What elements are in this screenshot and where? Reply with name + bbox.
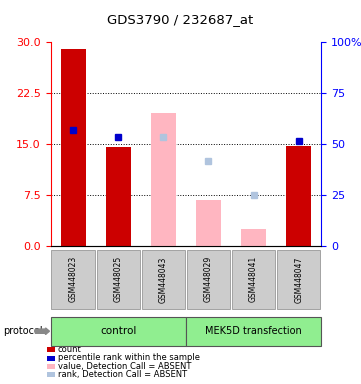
Text: GSM448029: GSM448029 [204,256,213,303]
Bar [286,146,311,246]
Text: percentile rank within the sample: percentile rank within the sample [58,353,200,362]
Text: GSM448047: GSM448047 [294,256,303,303]
Text: value, Detection Call = ABSENT: value, Detection Call = ABSENT [58,362,191,371]
Text: control: control [100,326,136,336]
Text: GSM448043: GSM448043 [159,256,168,303]
Text: protocol: protocol [4,326,43,336]
Bar [61,49,86,246]
Text: rank, Detection Call = ABSENT: rank, Detection Call = ABSENT [58,370,187,379]
Text: count: count [58,345,82,354]
Text: GDS3790 / 232687_at: GDS3790 / 232687_at [107,13,254,26]
Bar [196,200,221,246]
Bar [106,147,131,246]
Bar [241,229,266,246]
Text: GSM448023: GSM448023 [69,256,78,303]
Text: GSM448041: GSM448041 [249,256,258,303]
Bar [151,114,176,246]
Text: GSM448025: GSM448025 [114,256,123,303]
Text: MEK5D transfection: MEK5D transfection [205,326,302,336]
